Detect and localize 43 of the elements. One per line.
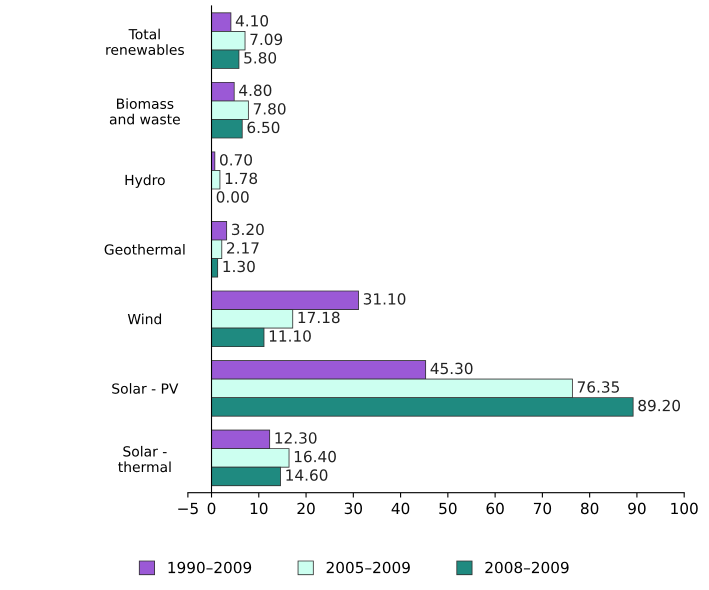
y-tick-label: Biomass and waste <box>110 98 180 125</box>
data-label: 14.60 <box>286 469 328 481</box>
y-tick-label: Total renewables <box>106 28 184 55</box>
x-tick-label: 10 <box>250 502 268 514</box>
y-tick-label: Solar - PV <box>112 383 178 394</box>
data-label: 7.80 <box>254 103 286 115</box>
data-label: 16.40 <box>294 450 336 462</box>
data-label: 89.20 <box>638 400 680 412</box>
data-label: 7.09 <box>250 34 282 46</box>
x-tick-label: 30 <box>344 502 362 514</box>
data-label: 11.10 <box>270 330 311 342</box>
data-label: 1.78 <box>226 172 258 184</box>
data-label: 4.80 <box>239 84 272 96</box>
x-tick-label: 80 <box>580 502 598 514</box>
data-label: 17.18 <box>298 312 340 324</box>
y-tick-label: Geothermal <box>104 244 185 255</box>
data-label: 2.17 <box>227 242 259 254</box>
x-tick-label: 50 <box>439 502 457 514</box>
y-tick-label: Solar - thermal <box>118 446 171 472</box>
x-tick-label: 70 <box>534 502 552 514</box>
data-label: 1.30 <box>224 260 255 272</box>
legend-label: 2008–2009 <box>485 562 569 574</box>
data-label: 0.70 <box>220 154 252 166</box>
data-label: 76.35 <box>578 381 619 393</box>
x-tick-label: 40 <box>392 502 410 514</box>
data-label: 31.10 <box>364 293 406 305</box>
data-label: 6.50 <box>247 122 280 134</box>
data-label: 3.20 <box>232 224 264 236</box>
data-label: 12.30 <box>276 432 317 444</box>
x-tick-label: 0 <box>208 502 216 514</box>
data-label: 45.30 <box>430 362 473 374</box>
x-tick-label: 20 <box>297 502 315 514</box>
legend-label: 2005–2009 <box>326 562 410 574</box>
data-label: 4.10 <box>236 15 268 27</box>
x-tick-label: −5 <box>178 502 198 514</box>
data-label: 5.80 <box>244 52 276 64</box>
x-tick-label: 90 <box>628 502 646 514</box>
legend-label: 1990–2009 <box>168 562 252 574</box>
y-tick-label: Wind <box>128 314 162 324</box>
data-label: 0.00 <box>216 191 249 203</box>
x-tick-label: 100 <box>671 502 698 514</box>
y-tick-label: Hydro <box>126 174 165 188</box>
x-tick-label: 60 <box>486 502 504 514</box>
